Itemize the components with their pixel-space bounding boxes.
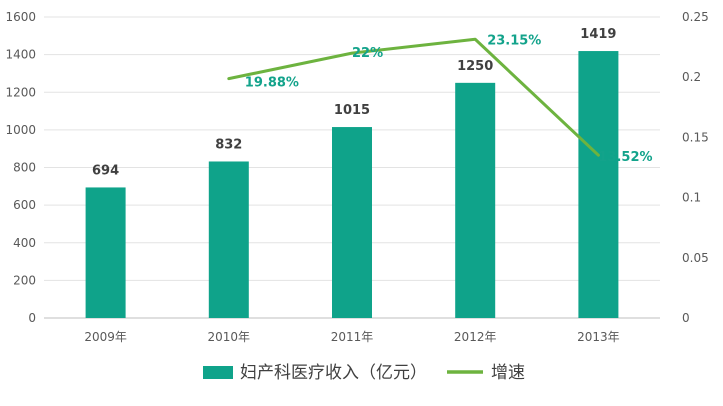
y-right-tick-label: 0 bbox=[682, 311, 690, 325]
line-data-label: 19.88% bbox=[245, 76, 299, 91]
y-left-tick-label: 400 bbox=[13, 236, 36, 250]
y-left-tick-label: 800 bbox=[13, 161, 36, 175]
y-left-tick-label: 1400 bbox=[5, 48, 36, 62]
legend: 妇产科医疗收入（亿元） 增速 bbox=[203, 363, 525, 383]
x-tick-label: 2013年 bbox=[577, 330, 620, 344]
y-left-tick-label: 0 bbox=[28, 311, 36, 325]
bar-series bbox=[85, 51, 619, 318]
y-left-tick-label: 1600 bbox=[5, 10, 36, 24]
bar bbox=[332, 127, 372, 318]
bar-data-labels: 694 832 1015 1250 1419 bbox=[92, 27, 616, 178]
line-data-label: 22% bbox=[352, 46, 383, 61]
line-series bbox=[227, 37, 600, 157]
bar bbox=[85, 187, 126, 318]
bar bbox=[208, 161, 249, 318]
legend-swatch-bar bbox=[203, 366, 233, 379]
line-data-labels: 19.88% 22% 23.15% 13.52% bbox=[245, 33, 653, 165]
y-left-tick-label: 200 bbox=[13, 273, 36, 287]
bar-data-label: 832 bbox=[215, 137, 242, 152]
x-tick-label: 2011年 bbox=[331, 330, 374, 344]
line-data-label: 23.15% bbox=[487, 33, 541, 48]
y-left-tick-label: 600 bbox=[13, 198, 36, 212]
legend-label-growth: 增速 bbox=[491, 363, 525, 383]
bar-data-label: 694 bbox=[92, 163, 119, 178]
y-left-tick-label: 1200 bbox=[5, 85, 36, 99]
x-tick-label: 2010年 bbox=[208, 330, 251, 344]
y-axis-left: 0 200 400 600 800 1000 1200 1400 1600 bbox=[5, 10, 36, 325]
line-data-label: 13.52% bbox=[598, 150, 652, 165]
x-tick-label: 2012年 bbox=[454, 330, 497, 344]
y-right-tick-label: 0.05 bbox=[682, 251, 709, 265]
growth-rate-line bbox=[227, 37, 600, 157]
bar bbox=[578, 51, 619, 318]
y-right-tick-label: 0.15 bbox=[682, 130, 709, 144]
bar-data-label: 1015 bbox=[334, 103, 370, 118]
y-right-tick-label: 0.2 bbox=[682, 70, 701, 84]
x-tick-label: 2009年 bbox=[84, 330, 127, 344]
y-axis-right: 0 0.05 0.1 0.15 0.2 0.25 bbox=[682, 10, 709, 325]
bar-data-label: 1250 bbox=[457, 59, 493, 74]
y-right-tick-label: 0.1 bbox=[682, 191, 701, 205]
legend-label-income: 妇产科医疗收入（亿元） bbox=[240, 363, 427, 383]
bar-data-label: 1419 bbox=[580, 27, 616, 42]
bar bbox=[455, 82, 496, 318]
x-axis: 2009年 2010年 2011年 2012年 2013年 bbox=[84, 330, 619, 344]
y-left-tick-label: 1000 bbox=[5, 123, 36, 137]
y-right-tick-label: 0.25 bbox=[682, 10, 709, 24]
